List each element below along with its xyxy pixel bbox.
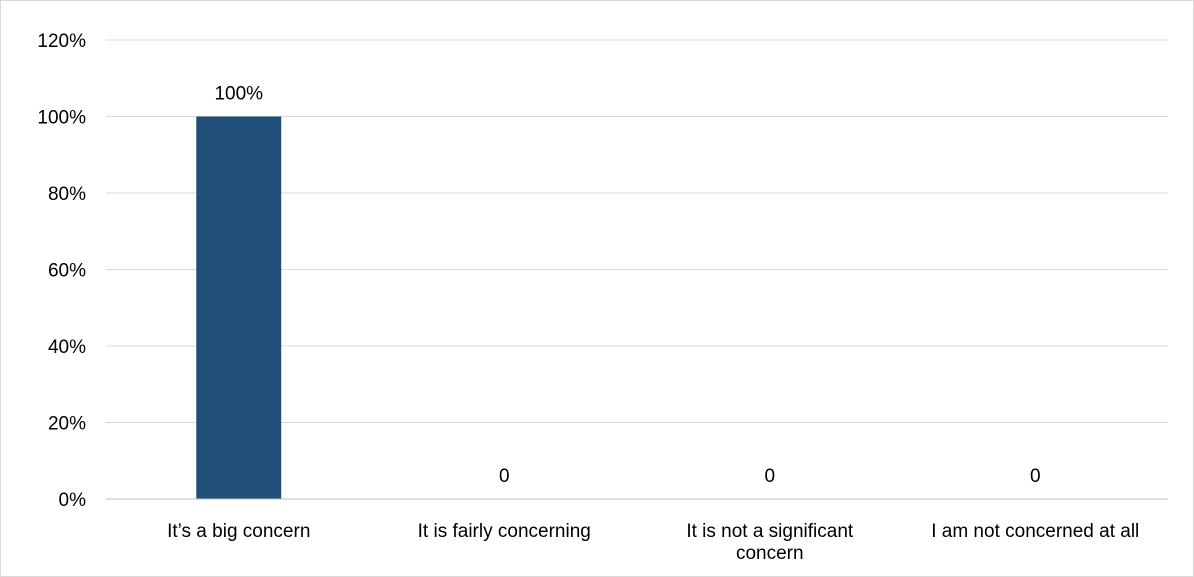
data-label: 0 (1030, 466, 1041, 487)
x-category-label: It is not a significant (686, 521, 854, 542)
x-axis: It’s a big concern It is fairly concernin… (106, 498, 1168, 564)
x-category-label: I am not concerned at all (931, 521, 1139, 542)
y-tick-label: 60% (48, 261, 86, 282)
y-tick-label: 20% (48, 414, 86, 435)
y-tick-label: 80% (48, 184, 86, 205)
y-tick-label: 100% (37, 108, 86, 129)
y-tick-label: 40% (48, 337, 86, 358)
data-label: 100% (214, 84, 263, 105)
data-label: 0 (499, 466, 510, 487)
data-label: 0 (764, 466, 775, 487)
y-tick-label: 120% (37, 31, 86, 52)
data-labels: 100% 0 0 0 (214, 84, 1040, 488)
gridlines (106, 39, 1168, 423)
bars (196, 116, 282, 499)
y-axis-ticks: 0% 20% 40% 60% 80% 100% 120% (37, 31, 86, 511)
y-tick-label: 0% (59, 490, 87, 511)
x-category-label: It’s a big concern (167, 521, 310, 542)
x-category-label: It is fairly concerning (418, 521, 591, 542)
bar (196, 116, 282, 499)
x-category-label: concern (736, 543, 804, 564)
